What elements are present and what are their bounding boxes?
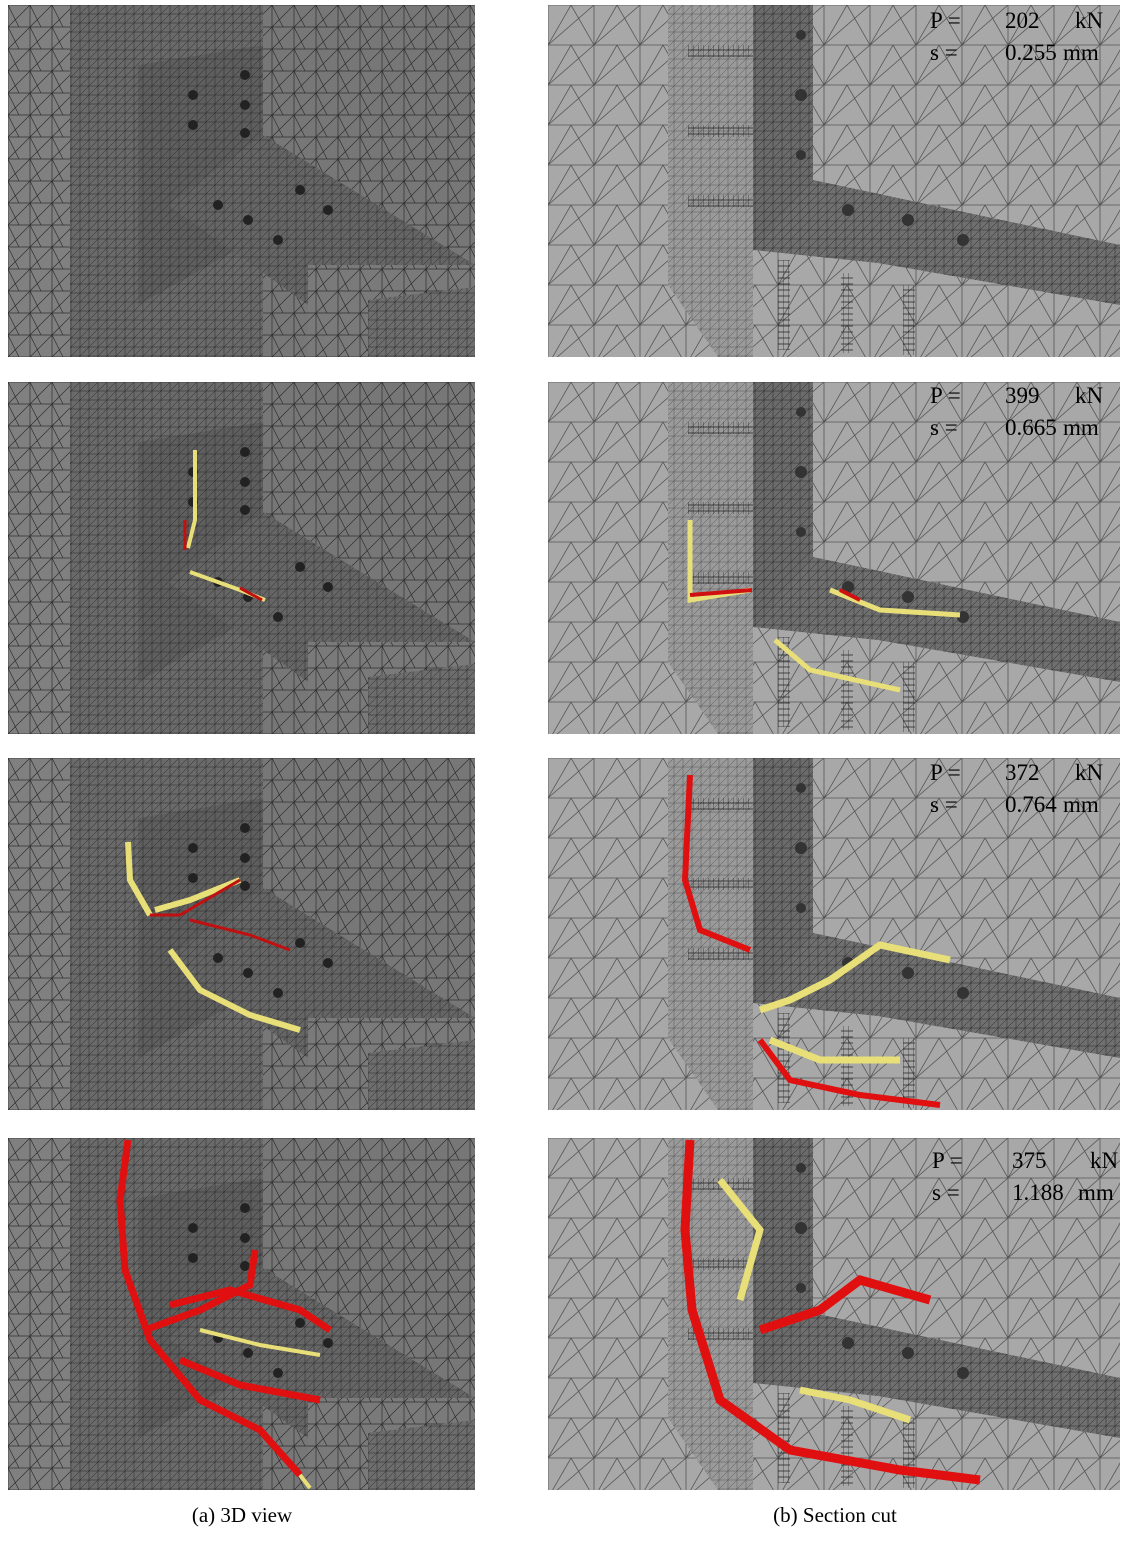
force-value: 372 <box>1005 760 1040 785</box>
slip-unit: mm <box>1063 40 1099 65</box>
force-value: 375 <box>1012 1148 1047 1173</box>
force-value: 399 <box>1005 383 1040 408</box>
panel-3d-3 <box>8 758 475 1110</box>
slip-label: s = <box>930 40 958 65</box>
force-unit: kN <box>1090 1148 1119 1173</box>
slip-value: 0.764 <box>1005 792 1057 817</box>
panel-3d-2 <box>8 382 475 734</box>
force-label: P = <box>930 760 961 785</box>
force-unit: kN <box>1075 383 1104 408</box>
slip-label: s = <box>930 415 958 440</box>
caption: (a) 3D view <box>192 1503 293 1527</box>
slip-value: 1.188 <box>1012 1180 1064 1205</box>
force-label: P = <box>930 383 961 408</box>
force-unit: kN <box>1075 760 1104 785</box>
slip-label: s = <box>932 1180 960 1205</box>
slip-value: 0.255 <box>1005 40 1057 65</box>
force-unit: kN <box>1075 8 1104 33</box>
panel-3d-4 <box>8 1138 475 1490</box>
caption: (b) Section cut <box>773 1503 897 1527</box>
force-value: 202 <box>1005 8 1040 33</box>
slip-value: 0.665 <box>1005 415 1057 440</box>
force-label: P = <box>932 1148 963 1173</box>
figure: P =202kNs =0.255mmP =399kNs =0.665mmP =3… <box>0 0 1140 1544</box>
slip-unit: mm <box>1063 415 1099 440</box>
slip-unit: mm <box>1063 792 1099 817</box>
panel-3d-1 <box>8 5 475 357</box>
force-label: P = <box>930 8 961 33</box>
slip-unit: mm <box>1078 1180 1114 1205</box>
slip-label: s = <box>930 792 958 817</box>
